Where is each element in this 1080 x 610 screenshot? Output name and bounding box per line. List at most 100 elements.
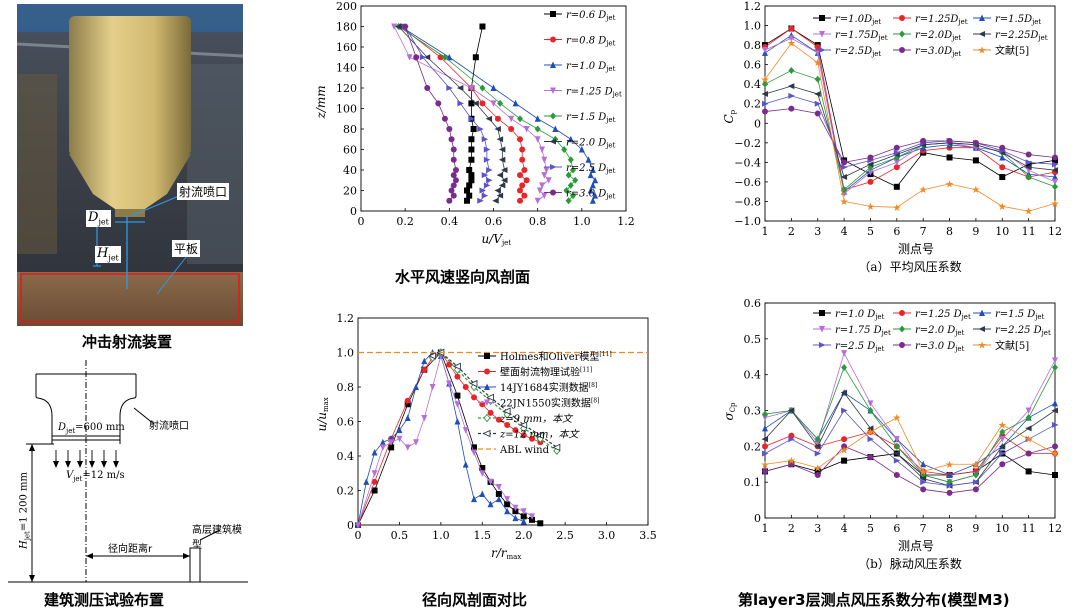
data-point — [920, 479, 927, 486]
legend: Holmes和Oliver模型[11] 壁面射流物理试验[11] 14JY1684实… — [478, 350, 612, 456]
data-point — [504, 496, 511, 503]
photo-label-hjet: Hjet — [95, 246, 121, 263]
data-point — [520, 518, 527, 525]
data-point: ★ — [787, 456, 796, 467]
data-point — [481, 172, 489, 179]
data-point — [867, 407, 874, 414]
data-point — [355, 522, 361, 529]
data-point — [481, 136, 489, 143]
data-point — [762, 450, 769, 457]
data-point — [999, 164, 1006, 171]
data-point — [421, 415, 428, 422]
series-line — [398, 26, 576, 202]
series-8 — [762, 105, 1058, 166]
x-tick-label: 8 — [946, 225, 953, 238]
legend-marker — [550, 61, 556, 68]
data-point — [520, 432, 527, 439]
y-tick-label: 140 — [336, 62, 357, 75]
x-tick-label: 0.2 — [396, 215, 414, 228]
legend-marker — [819, 15, 825, 21]
schematic-djet-label: Djet=600 mm — [58, 422, 125, 435]
legend-marker — [819, 47, 826, 53]
series-7 — [402, 23, 493, 204]
data-point — [502, 407, 511, 415]
legend-marker — [899, 325, 905, 333]
data-point — [1052, 399, 1058, 407]
x-tick-label: 10 — [995, 522, 1009, 535]
data-point — [464, 187, 470, 194]
data-point — [406, 54, 413, 61]
y-axis-label: u/umax — [315, 397, 330, 431]
y-tick-label: 100 — [336, 103, 357, 116]
data-point — [404, 397, 411, 404]
data-point — [423, 54, 431, 61]
data-point: ★ — [813, 463, 822, 474]
data-point — [1051, 407, 1058, 414]
data-point — [762, 414, 768, 422]
data-point — [893, 149, 901, 156]
legend-label: r=3.0Djet — [915, 46, 961, 58]
legend-label: 文献[5] — [995, 339, 1029, 352]
data-point — [814, 75, 821, 83]
data-point — [841, 159, 848, 166]
y-tick-label: 0.2 — [744, 98, 762, 111]
radial-profile-chart: 0 0.5 1.0 1.5 2.0 2.5 3.0 3.5 0 0.2 0.4 0.6 0.8 1.0 1.… — [315, 312, 657, 561]
legend-label: r=1.5Djet — [995, 14, 1041, 26]
x-tick-label: 1.2 — [617, 215, 635, 228]
legend-label: r=0.6 Djet — [566, 10, 616, 22]
data-point — [495, 490, 502, 497]
data-point — [841, 443, 848, 450]
series-line — [764, 108, 1056, 163]
series-6 — [427, 348, 561, 452]
y-tick-label: 0.1 — [744, 476, 762, 489]
data-point — [496, 136, 504, 143]
data-point — [371, 449, 378, 456]
data-point — [468, 177, 475, 184]
x-tick-label: 1 — [762, 522, 769, 535]
data-point — [429, 384, 436, 391]
data-point: ★ — [787, 39, 796, 50]
data-point — [519, 182, 526, 189]
data-point — [1025, 407, 1032, 414]
data-point — [523, 177, 530, 184]
legend-label: r=1.25 Djet — [566, 87, 622, 99]
data-point — [468, 85, 475, 92]
data-point — [552, 125, 559, 132]
x-tick-label: 2 — [788, 522, 795, 535]
data-point — [468, 156, 475, 163]
data-point — [512, 427, 519, 434]
data-point — [762, 443, 768, 450]
data-point — [496, 192, 504, 199]
legend-marker — [819, 310, 825, 316]
y-axis-label: z/mm — [314, 85, 328, 119]
data-point — [565, 171, 572, 179]
data-point — [788, 105, 795, 112]
data-point — [814, 90, 821, 97]
x-tick-label: 2.0 — [515, 529, 533, 542]
y-tick-label: 80 — [343, 123, 357, 136]
legend-marker — [550, 11, 556, 17]
y-tick-label: 0.2 — [337, 485, 355, 498]
data-point — [814, 435, 821, 443]
data-point — [446, 361, 453, 368]
legend: r=1.0 Djet r=1.25 Djet r=1.5 Djet r=1.75 Dj… — [813, 309, 1051, 353]
data-point — [1052, 178, 1058, 186]
data-point — [787, 83, 795, 90]
data-point — [537, 520, 544, 527]
data-point — [371, 487, 378, 494]
data-point — [454, 418, 461, 425]
photo-label-plate: 平板 — [172, 240, 201, 257]
x-tick-label: 0.5 — [391, 529, 409, 542]
data-point — [946, 137, 953, 144]
data-point — [534, 197, 541, 205]
data-point — [446, 53, 453, 61]
x-tick-label: 3.5 — [639, 529, 657, 542]
data-point — [479, 84, 486, 92]
data-point — [517, 187, 523, 194]
data-point — [536, 187, 543, 194]
data-point — [450, 192, 457, 199]
series-7 — [762, 407, 1059, 489]
series-line — [764, 391, 1056, 487]
data-point — [498, 182, 506, 189]
data-point: ★ — [892, 413, 901, 424]
